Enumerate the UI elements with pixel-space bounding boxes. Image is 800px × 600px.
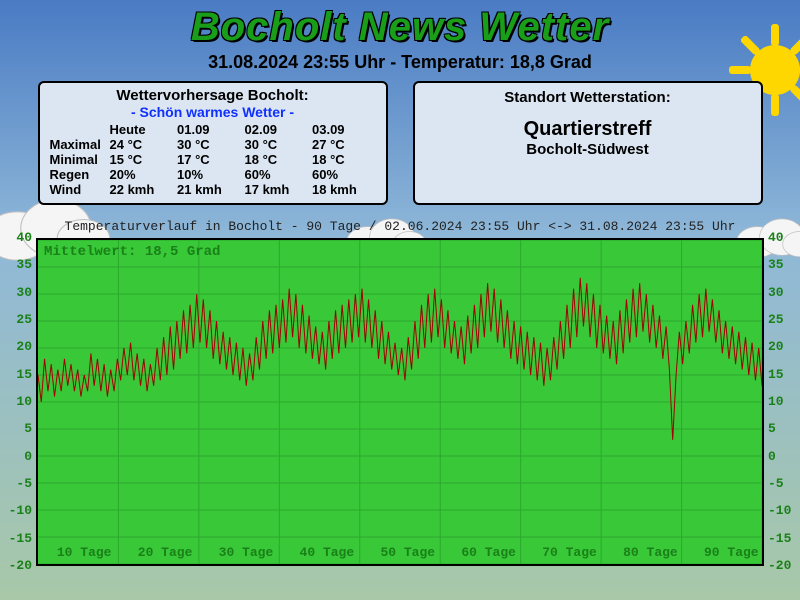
page-subtitle: 31.08.2024 23:55 Uhr - Temperatur: 18,8 …	[0, 52, 800, 73]
chart-xtick-label: 40 Tage	[300, 545, 355, 560]
forecast-col-header: 02.09	[243, 122, 311, 137]
forecast-condition: - Schön warmes Wetter -	[48, 104, 378, 120]
chart-ytick-label: 40	[2, 230, 32, 245]
chart-xtick-label: 70 Tage	[542, 545, 597, 560]
chart-ytick-label: 5	[2, 421, 32, 436]
forecast-cell: 27 °C	[310, 137, 378, 152]
chart-ytick-label: -20	[768, 558, 798, 573]
forecast-cell: 17 kmh	[243, 182, 311, 197]
forecast-row-label: Minimal	[48, 152, 108, 167]
chart-title: Temperaturverlauf in Bocholt - 90 Tage /…	[0, 219, 800, 234]
forecast-cell: 20%	[108, 167, 176, 182]
chart-ytick-label: -10	[768, 503, 798, 518]
chart-ytick-label: 20	[2, 339, 32, 354]
chart-xtick-label: 10 Tage	[57, 545, 112, 560]
chart-ytick-label: 30	[768, 285, 798, 300]
temperature-chart: Mittelwert: 18,5 Grad 404035353030252520…	[0, 238, 800, 598]
forecast-cell: 21 kmh	[175, 182, 243, 197]
chart-ytick-label: 10	[768, 394, 798, 409]
forecast-row-label: Wind	[48, 182, 108, 197]
chart-svg	[38, 240, 762, 564]
forecast-col-header: Heute	[108, 122, 176, 137]
chart-xtick-label: 50 Tage	[380, 545, 435, 560]
chart-ytick-label: 10	[2, 394, 32, 409]
forecast-cell: 17 °C	[175, 152, 243, 167]
chart-mean-label: Mittelwert: 18,5 Grad	[44, 244, 220, 260]
forecast-cell: 30 °C	[175, 137, 243, 152]
chart-ytick-label: -10	[2, 503, 32, 518]
chart-ytick-label: 35	[2, 257, 32, 272]
chart-ytick-label: 0	[768, 449, 798, 464]
forecast-heading: Wettervorhersage Bocholt:	[48, 87, 378, 104]
forecast-cell: 30 °C	[243, 137, 311, 152]
chart-ytick-label: -5	[768, 476, 798, 491]
station-panel: Standort Wetterstation: Quartierstreff B…	[413, 81, 763, 205]
forecast-panel: Wettervorhersage Bocholt: - Schön warmes…	[38, 81, 388, 205]
forecast-cell: 15 °C	[108, 152, 176, 167]
forecast-col-header: 01.09	[175, 122, 243, 137]
forecast-cell: 18 °C	[310, 152, 378, 167]
chart-ytick-label: 35	[768, 257, 798, 272]
forecast-cell: 60%	[243, 167, 311, 182]
chart-ytick-label: -20	[2, 558, 32, 573]
chart-xtick-label: 30 Tage	[219, 545, 274, 560]
forecast-col-header: 03.09	[310, 122, 378, 137]
forecast-cell: 18 °C	[243, 152, 311, 167]
forecast-cell: 60%	[310, 167, 378, 182]
forecast-row-label: Regen	[48, 167, 108, 182]
chart-ytick-label: -15	[768, 531, 798, 546]
forecast-cell: 18 kmh	[310, 182, 378, 197]
chart-ytick-label: 15	[2, 367, 32, 382]
chart-ytick-label: 5	[768, 421, 798, 436]
page-title: Bocholt News Wetter	[0, 5, 800, 50]
chart-ytick-label: 25	[2, 312, 32, 327]
chart-ytick-label: 20	[768, 339, 798, 354]
chart-ytick-label: 40	[768, 230, 798, 245]
chart-xtick-label: 80 Tage	[623, 545, 678, 560]
chart-plot-area	[36, 238, 764, 566]
chart-xtick-label: 90 Tage	[704, 545, 759, 560]
forecast-cell: 10%	[175, 167, 243, 182]
chart-xtick-label: 20 Tage	[138, 545, 193, 560]
chart-xtick-label: 60 Tage	[461, 545, 516, 560]
forecast-cell: 24 °C	[108, 137, 176, 152]
station-area: Bocholt-Südwest	[421, 141, 755, 158]
chart-ytick-label: 25	[768, 312, 798, 327]
forecast-row-label: Maximal	[48, 137, 108, 152]
station-heading: Standort Wetterstation:	[421, 89, 755, 106]
forecast-table: Heute01.0902.0903.09Maximal24 °C30 °C30 …	[48, 122, 378, 197]
station-name: Quartierstreff	[421, 118, 755, 141]
chart-ytick-label: -15	[2, 531, 32, 546]
forecast-cell: 22 kmh	[108, 182, 176, 197]
chart-ytick-label: 15	[768, 367, 798, 382]
temperature-line	[38, 278, 762, 440]
chart-ytick-label: -5	[2, 476, 32, 491]
chart-ytick-label: 0	[2, 449, 32, 464]
chart-ytick-label: 30	[2, 285, 32, 300]
